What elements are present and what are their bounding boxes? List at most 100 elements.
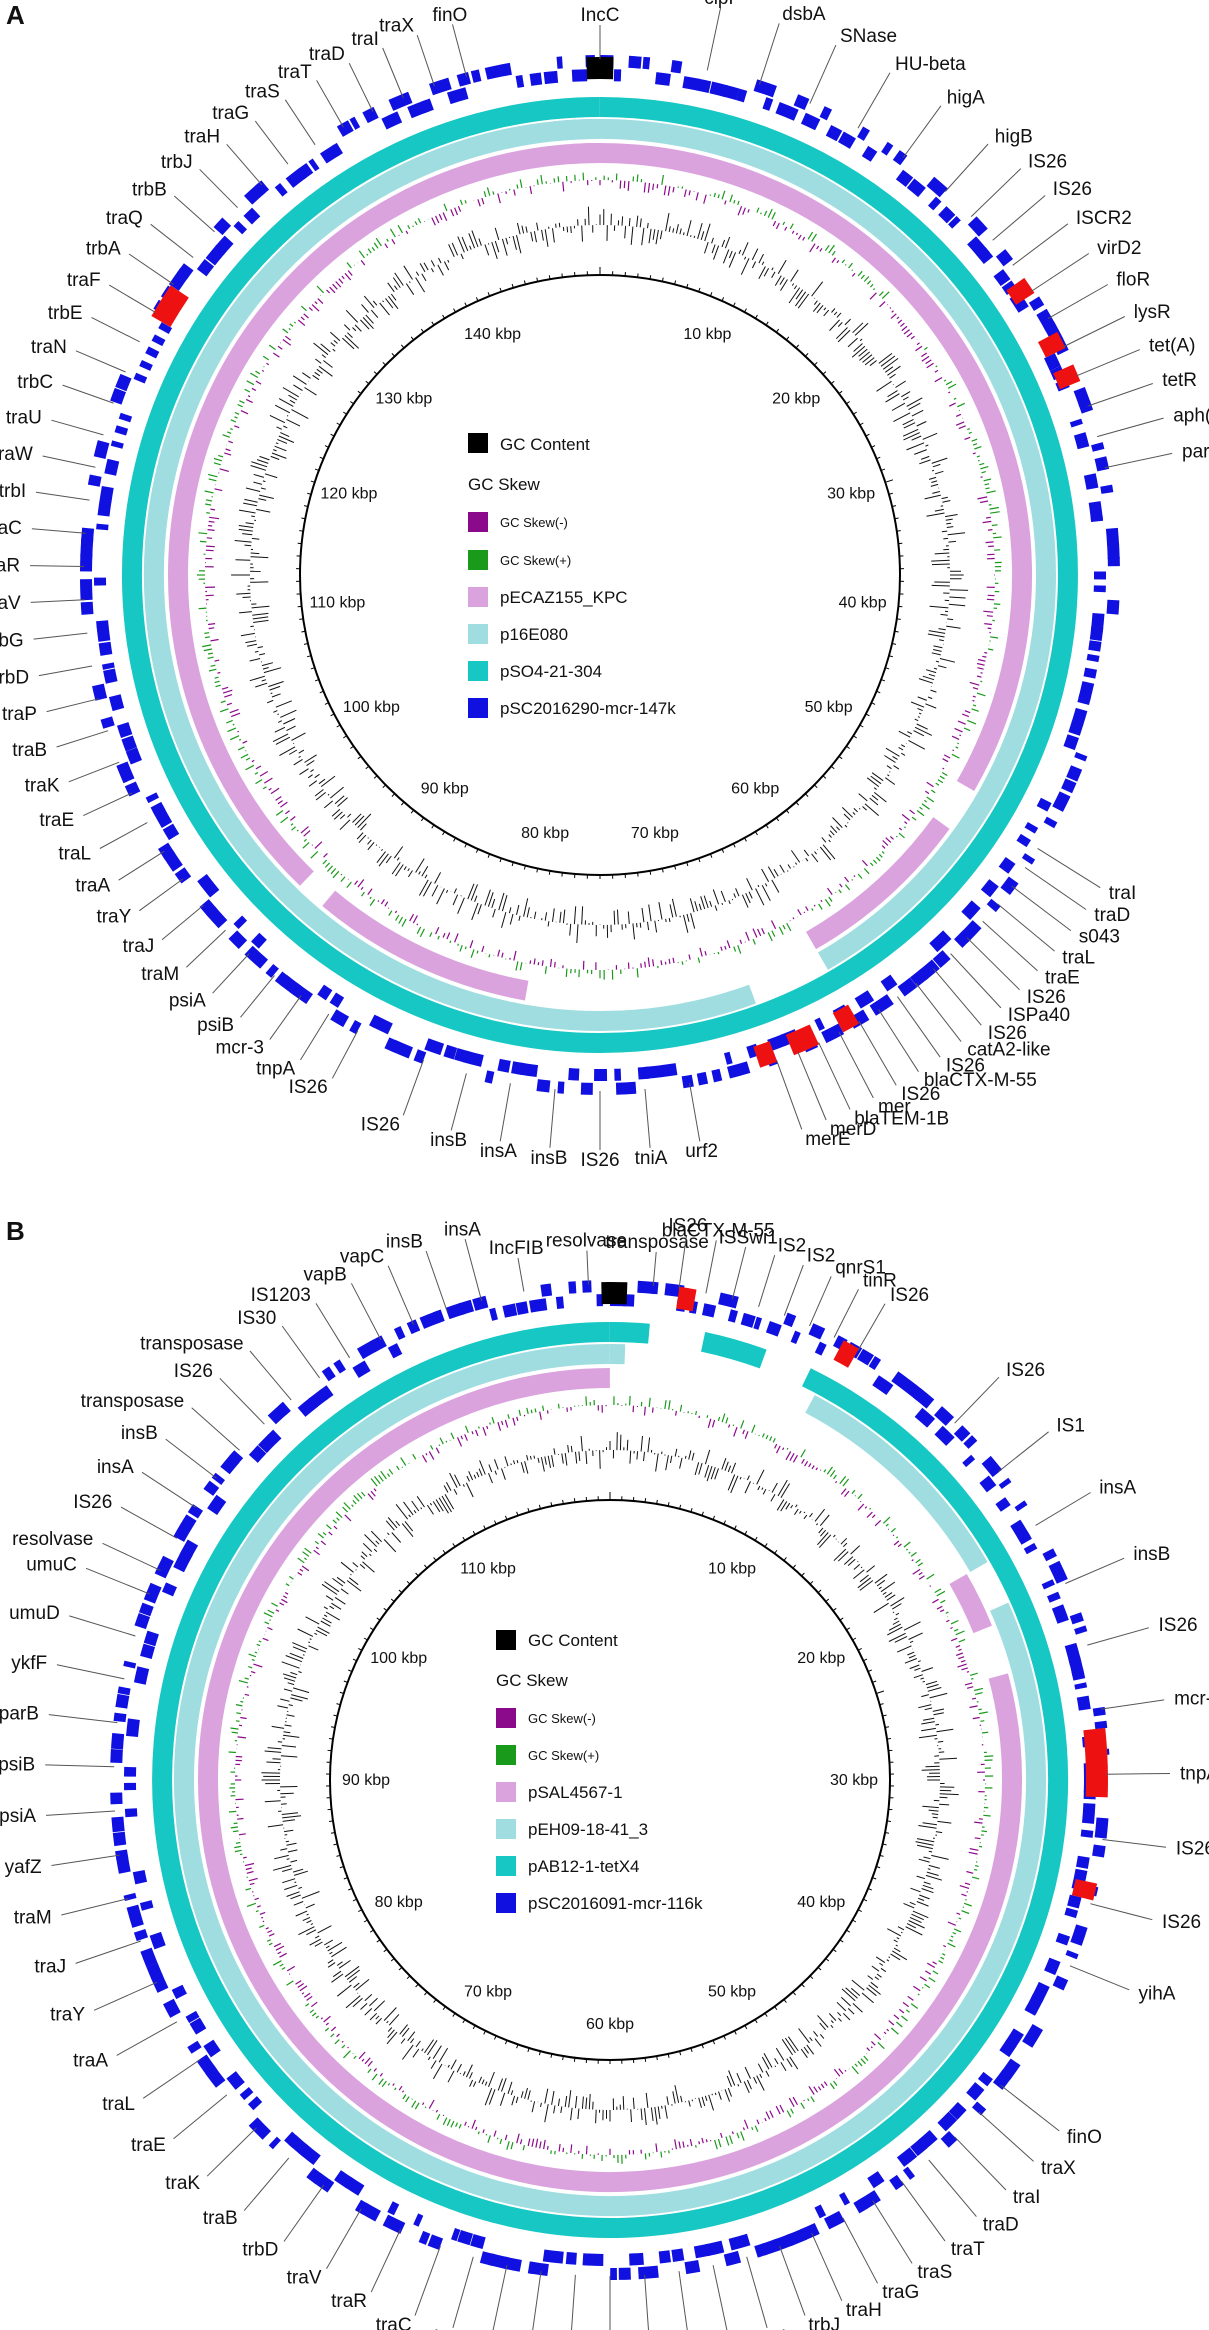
gc-content-tick: [388, 295, 399, 310]
gc-skew-tick: [464, 200, 467, 204]
feature-block: [1073, 432, 1090, 450]
gc-skew-tick: [761, 1433, 765, 1438]
axis-tick: [656, 2055, 658, 2061]
feature-block: [1048, 1560, 1068, 1584]
feature-block: [661, 1063, 678, 1078]
gc-skew-tick: [786, 2110, 792, 2118]
gc-content-tick: [278, 435, 295, 443]
gc-content-tick: [242, 533, 253, 536]
gc-content-tick: [411, 1500, 420, 1512]
gc-content-tick: [906, 397, 923, 407]
gc-skew-tick: [259, 770, 269, 777]
gc-skew-tick: [953, 1928, 962, 1933]
gc-content-tick: [947, 618, 954, 621]
gc-content-tick: [551, 2090, 555, 2105]
gc-content-tick: [890, 1953, 901, 1961]
feature-block: [382, 2214, 406, 2234]
gc-content-tick: [657, 2106, 661, 2119]
gc-skew-tick: [950, 1619, 959, 1625]
feature-block: [1071, 1669, 1086, 1681]
feature-block: [934, 1406, 955, 1426]
feature-block: [684, 2259, 701, 2275]
gene-label: insB: [1133, 1544, 1170, 1565]
gc-skew-tick: [790, 2108, 794, 2114]
axis-tick: [453, 308, 456, 313]
gc-skew-tick: [972, 704, 977, 707]
gc-content-tick: [791, 283, 795, 286]
legend-swatch-ring4: [468, 698, 488, 718]
gc-content-tick: [794, 291, 807, 307]
gc-skew-tick: [227, 727, 237, 733]
feature-block: [115, 1693, 130, 1709]
gc-content-tick: [647, 1437, 651, 1453]
gc-content-tick: [821, 837, 827, 843]
gc-content-tick: [771, 879, 780, 893]
gc-content-tick: [364, 1534, 378, 1548]
gc-content-tick: [921, 1721, 935, 1725]
gc-content-tick: [454, 1474, 461, 1487]
gc-content-tick: [721, 902, 724, 905]
feature-block: [995, 249, 1014, 267]
axis-tick: [433, 1557, 437, 1561]
gc-content-tick: [466, 1475, 470, 1482]
gc-content-tick: [909, 1664, 920, 1670]
gc-skew-tick: [870, 2040, 876, 2046]
gc-content-tick: [828, 834, 832, 838]
gc-skew-tick: [384, 243, 389, 249]
gc-skew-tick: [725, 2136, 730, 2146]
gc-content-tick: [557, 2098, 560, 2106]
gc-content-tick: [921, 1667, 934, 1672]
gene-label: IS26: [580, 1150, 619, 1171]
gc-content-tick: [727, 1474, 736, 1491]
feature-block: [1000, 876, 1019, 895]
gc-skew-tick: [407, 225, 411, 230]
gc-skew-tick: [371, 246, 376, 251]
gc-skew-tick: [640, 963, 642, 968]
gene-label: tnpA: [1180, 1763, 1209, 1784]
gene-label: traC: [376, 2315, 412, 2330]
kbp-label: 10 kbp: [708, 1561, 756, 1578]
gene-leader-line: [998, 1431, 1049, 1472]
gene-leader-line: [128, 253, 174, 285]
gc-skew-tick: [533, 958, 536, 965]
gc-skew-tick: [863, 276, 870, 282]
feature-block: [1086, 653, 1100, 663]
feature-block: [1077, 694, 1091, 706]
gc-content-tick: [648, 228, 652, 244]
gc-content-tick: [304, 387, 317, 396]
gc-skew-tick: [951, 735, 960, 740]
gc-content-tick: [718, 2091, 722, 2100]
gc-content-tick: [929, 1692, 948, 1699]
gc-skew-tick: [679, 1404, 683, 1412]
gc-skew-tick: [246, 1902, 257, 1907]
feature-block: [110, 387, 127, 405]
feature-block: [976, 247, 994, 265]
gc-content-tick: [885, 777, 896, 785]
gc-skew-tick: [373, 2068, 377, 2072]
ring-3: [121, 97, 1078, 1053]
gc-content-tick: [793, 285, 798, 290]
feature-block: [948, 215, 961, 229]
gc-content-tick: [932, 649, 942, 652]
gc-skew-tick: [553, 178, 556, 183]
gene-label: tetR: [1162, 370, 1197, 391]
gc-content-tick: [873, 792, 887, 803]
gc-content-tick: [365, 314, 374, 324]
gc-content-tick: [249, 675, 266, 682]
gc-skew-tick: [942, 1953, 946, 1956]
feature-block: [695, 78, 712, 94]
gene-label: traK: [165, 2173, 200, 2194]
gc-skew-tick: [963, 727, 971, 732]
gene-label: IS26: [73, 1492, 112, 1513]
gc-content-tick: [509, 913, 514, 925]
gc-skew-tick: [955, 421, 965, 426]
gc-skew-tick: [207, 529, 215, 531]
gc-content-tick: [275, 442, 279, 445]
axis-tick: [398, 1589, 403, 1594]
gc-skew-tick: [280, 801, 288, 808]
axis-tick: [464, 843, 468, 848]
gene-label: traS: [917, 2262, 952, 2283]
gc-skew-tick: [510, 2142, 514, 2150]
feature-block: [387, 2201, 400, 2216]
gc-skew-tick: [301, 1565, 310, 1572]
